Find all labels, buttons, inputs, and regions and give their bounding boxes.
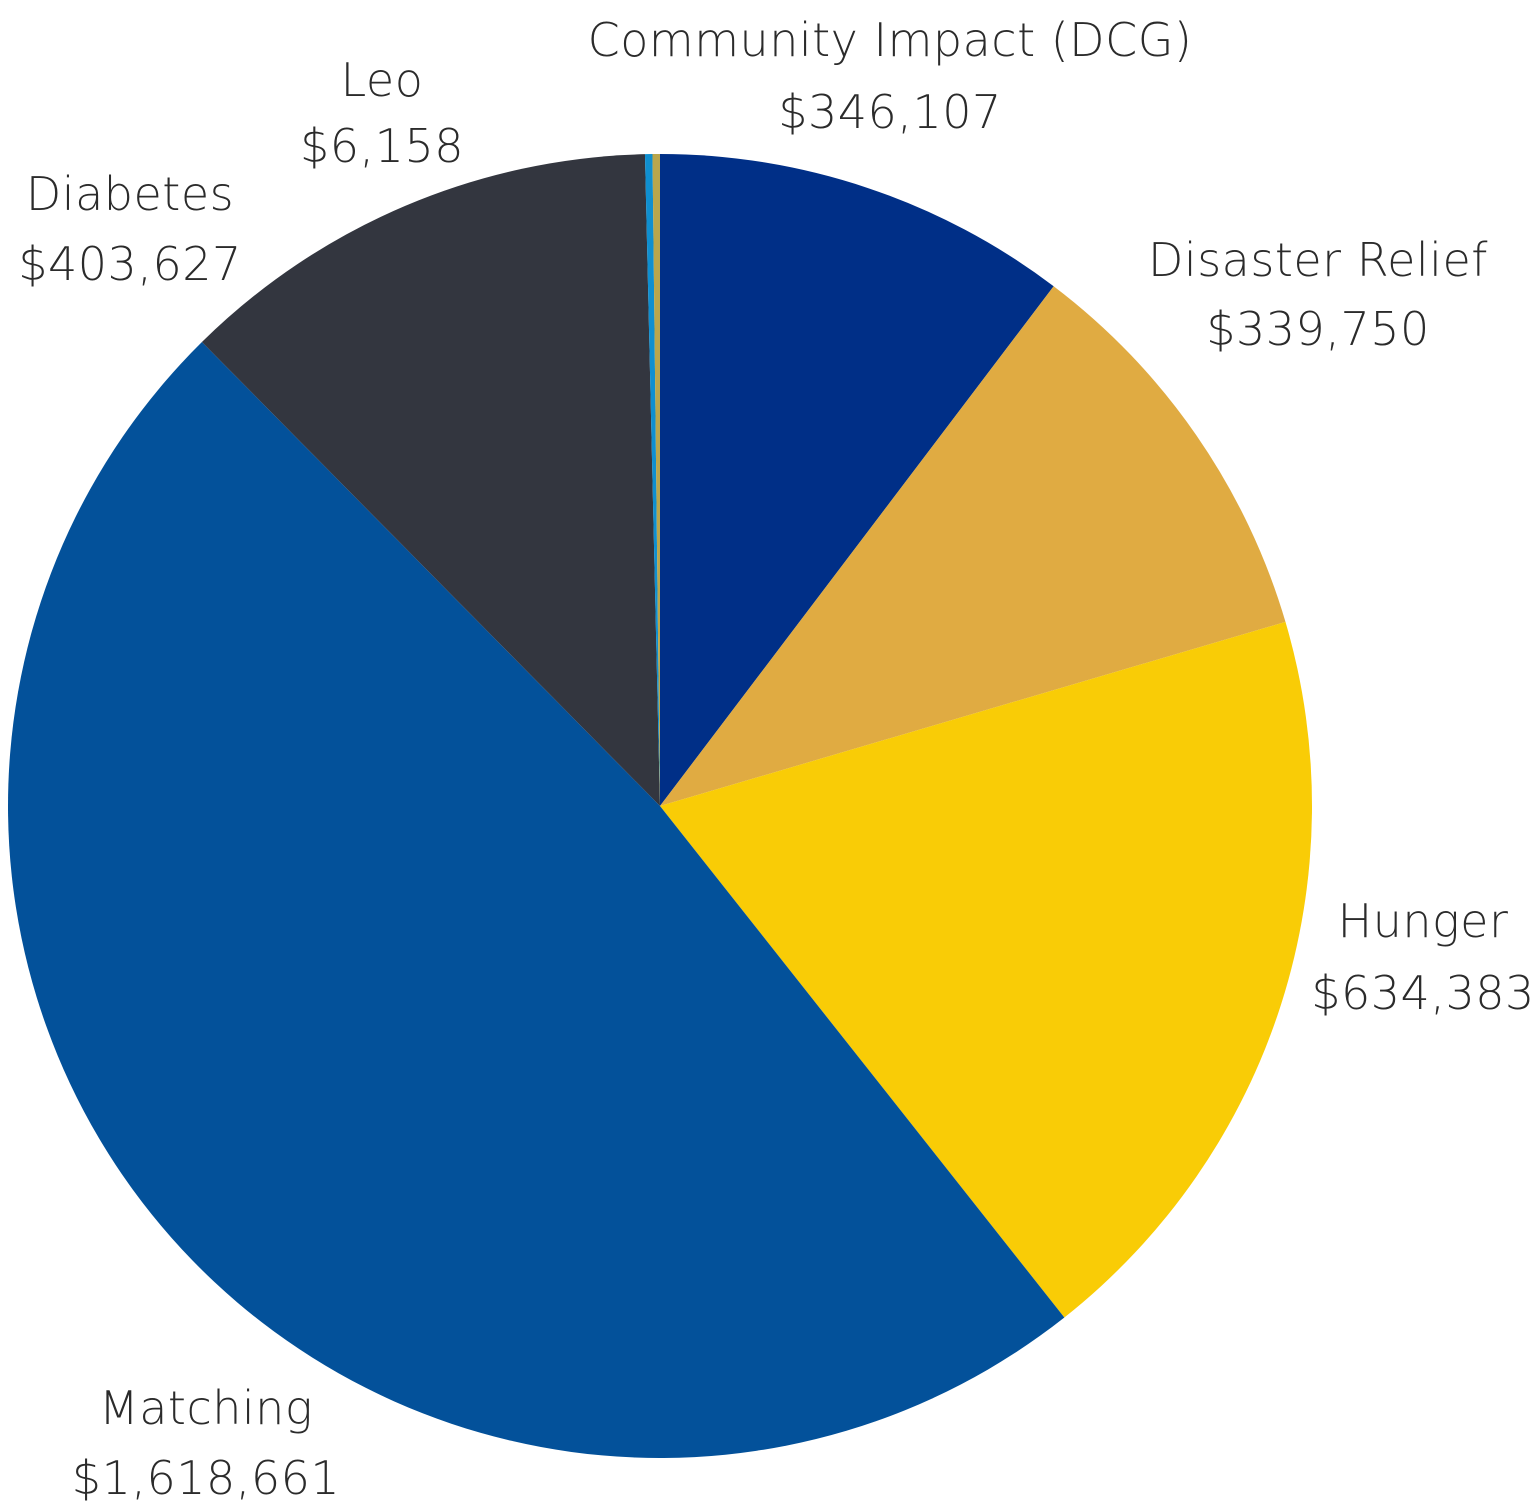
- pie-slices: [8, 154, 1313, 1458]
- label-community-impact: Community Impact (DCG) $346,107: [588, 13, 1193, 139]
- label-disaster-relief-name: Disaster Relief: [1148, 233, 1488, 287]
- label-matching-name: Matching: [99, 1381, 313, 1435]
- label-diabetes-value: $403,627: [18, 237, 242, 291]
- label-matching-value: $1,618,661: [72, 1451, 340, 1503]
- label-hunger-value: $634,383: [1311, 966, 1535, 1020]
- label-disaster-relief: Disaster Relief $339,750: [1148, 233, 1488, 356]
- label-community-impact-value: $346,107: [778, 85, 1002, 139]
- slice-hunger: [660, 621, 1313, 1318]
- slice-matching: [8, 342, 1065, 1458]
- label-diabetes: Diabetes $403,627: [18, 167, 242, 291]
- label-leo: Leo $6,158: [300, 53, 464, 173]
- label-community-impact-name: Community Impact (DCG): [588, 13, 1193, 67]
- label-diabetes-name: Diabetes: [26, 167, 234, 221]
- slice-community-impact: [660, 154, 1054, 806]
- label-leo-name: Leo: [341, 53, 424, 107]
- label-matching: Matching $1,618,661: [72, 1381, 340, 1503]
- label-hunger: Hunger $634,383: [1311, 894, 1535, 1020]
- label-disaster-relief-value: $339,750: [1206, 302, 1430, 356]
- slice-leo: [652, 154, 660, 806]
- label-hunger-name: Hunger: [1338, 894, 1509, 948]
- slice-diabetes: [201, 154, 661, 806]
- label-leo-value: $6,158: [300, 119, 464, 173]
- slice-disaster-relief: [660, 286, 1286, 807]
- slice-small: [644, 154, 660, 807]
